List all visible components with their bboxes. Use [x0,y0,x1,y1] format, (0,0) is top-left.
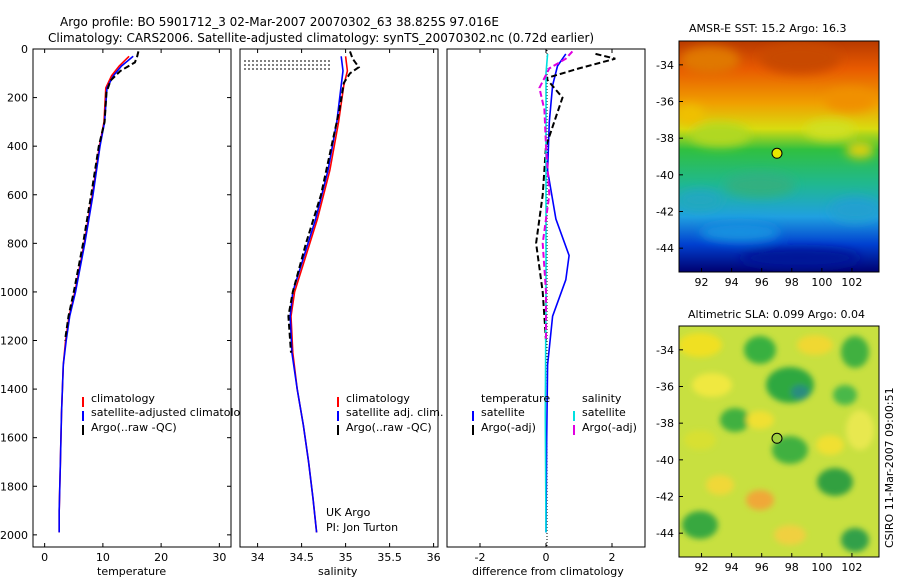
sst-map-panel: AMSR-E SST: 15.2 Argo: 16.3 92 94 96 98 100 1… [656,22,880,289]
timestamp-side-label: CSIRO 11-Mar-2007 09:00:51 [883,387,896,548]
argo-location-marker [771,147,783,159]
series-line-argo-adj- [538,50,574,341]
credit-line1: UK Argo [326,506,371,519]
sla-map-title: Altimetric SLA: 0.099 Argo: 0.04 [688,308,865,321]
legend-argo: Argo(..raw -QC) [91,421,177,434]
legend-temperature-heading: temperature [481,392,550,405]
map-y-tick-label: -34 [656,344,674,357]
legend-sal-satellite: satellite [582,406,626,419]
y-tick-label: 400 [7,140,28,153]
map-x-tick-label: 100 [811,276,832,289]
temperature-plot-frame [32,48,232,548]
y-tick-label: 1400 [0,383,28,396]
map-x-tick-label: 102 [841,276,862,289]
figure-title-line2: Climatology: CARS2006. Satellite-adjuste… [48,31,594,45]
x-tick-label: 2 [609,551,616,564]
sla-map-frame [678,325,880,558]
map-y-tick-label: -42 [656,491,674,504]
legend-satellite-adjusted: satellite-adjusted climatology [91,406,254,419]
x-tick-label: 10 [96,551,110,564]
x-tick-label: -2 [475,551,486,564]
legend-climatology: climatology [91,392,155,405]
series-line-satellite-adjusted-climatology [58,55,134,533]
temperature-xlabel: temperature [97,565,166,578]
legend-climatology: climatology [346,392,410,405]
difference-xlabel: difference from climatology [472,565,624,578]
legend-temp-satellite: satellite [481,406,525,419]
series-line-argo-raw-qc- [64,51,140,341]
sst-heatmap [679,41,879,272]
y-tick-label: 1000 [0,286,28,299]
argo-location-marker [771,432,783,444]
map-x-tick-label: 98 [785,561,799,574]
legend-temp-argo: Argo(-adj) [481,421,536,434]
map-y-tick-label: -38 [656,417,674,430]
map-x-tick-label: 92 [695,561,709,574]
y-tick-label: 1800 [0,480,28,493]
map-y-tick-label: -44 [656,242,674,255]
sst-map-frame [678,40,880,273]
temperature-legend: climatology satellite-adjusted climatolo… [82,392,254,435]
y-tick-label: 600 [7,189,28,202]
x-tick-label: 20 [154,551,168,564]
map-x-tick-label: 96 [755,276,769,289]
series-line-satellite [545,53,570,533]
sst-map-title: AMSR-E SST: 15.2 Argo: 16.3 [689,22,847,35]
map-y-tick-label: -36 [656,96,674,109]
y-tick-label: 200 [7,92,28,105]
map-y-tick-label: -42 [656,206,674,219]
sla-heatmap [679,326,879,557]
y-tick-label: 0 [21,43,28,56]
legend-salinity-heading: salinity [582,392,622,405]
x-tick-label: 0 [543,551,550,564]
x-tick-label: 36 [427,551,441,564]
map-y-tick-label: -34 [656,59,674,72]
x-tick-label: 34 [251,551,265,564]
figure-title-line1: Argo profile: BO 5901712_3 02-Mar-2007 2… [60,15,499,29]
sla-map-panel: Altimetric SLA: 0.099 Argo: 0.04 [656,308,880,574]
salinity-xlabel: salinity [318,565,358,578]
map-y-tick-label: -38 [656,132,674,145]
map-y-tick-label: -36 [656,381,674,394]
map-x-tick-label: 98 [785,276,799,289]
y-tick-label: 2000 [0,529,28,542]
map-y-tick-label: -40 [656,454,674,467]
y-tick-label: 800 [7,237,28,250]
salinity-panel: 34 34.5 35 35.5 36 salinity climatology sate… [239,48,443,578]
map-x-tick-label: 100 [811,561,832,574]
map-x-tick-label: 94 [725,561,739,574]
y-tick-label: 1200 [0,335,28,348]
credit-line2: PI: Jon Turton [326,521,398,534]
legend-satellite-adj: satellite adj. clim. [346,406,443,419]
difference-legend: temperature satellite Argo(-adj) salinit… [472,392,637,435]
legend-sal-argo: Argo(-adj) [582,421,637,434]
series-line-argo-adj- [535,52,616,341]
map-x-tick-label: 94 [725,276,739,289]
legend-argo: Argo(..raw -QC) [346,421,432,434]
x-tick-label: 35.5 [377,551,402,564]
x-tick-label: 34.5 [289,551,314,564]
map-x-tick-label: 96 [755,561,769,574]
salinity-plot-frame [239,48,439,548]
x-tick-label: 0 [41,551,48,564]
difference-panel: -2 0 2 difference from climatology tempera… [446,48,646,578]
map-y-tick-label: -44 [656,527,674,540]
y-tick-label: 1600 [0,432,28,445]
map-y-tick-label: -40 [656,169,674,182]
map-x-tick-label: 92 [695,276,709,289]
x-tick-label: 35 [339,551,353,564]
x-tick-label: 30 [212,551,226,564]
salinity-legend: climatology satellite adj. clim. Argo(..… [337,392,443,435]
map-x-tick-label: 102 [841,561,862,574]
series-line-argo-raw-qc- [287,51,361,353]
